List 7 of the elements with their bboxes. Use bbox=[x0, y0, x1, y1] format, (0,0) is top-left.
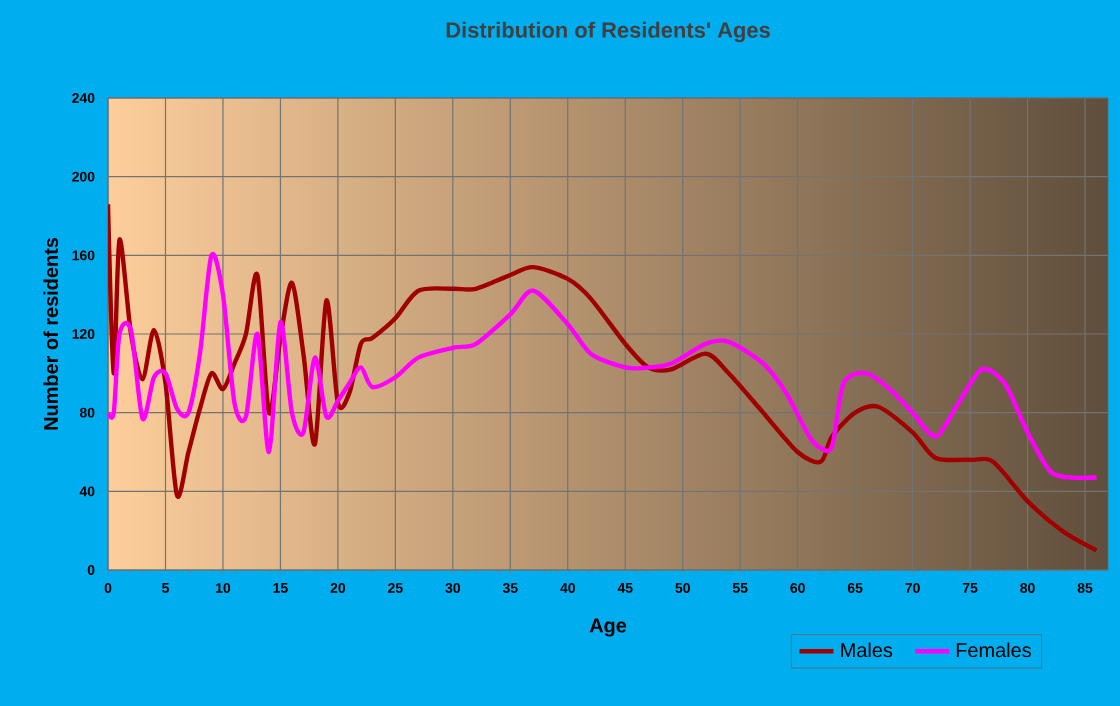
x-axis-title: Age bbox=[589, 618, 627, 637]
line-series bbox=[108, 253, 1099, 480]
y-axis-title: Number of residents bbox=[43, 237, 59, 430]
line-series bbox=[108, 202, 1099, 553]
legend-label: Males bbox=[841, 642, 893, 658]
legend-label: Females bbox=[956, 642, 1031, 658]
chart-title: Distribution of Residents' Ages bbox=[446, 21, 770, 43]
